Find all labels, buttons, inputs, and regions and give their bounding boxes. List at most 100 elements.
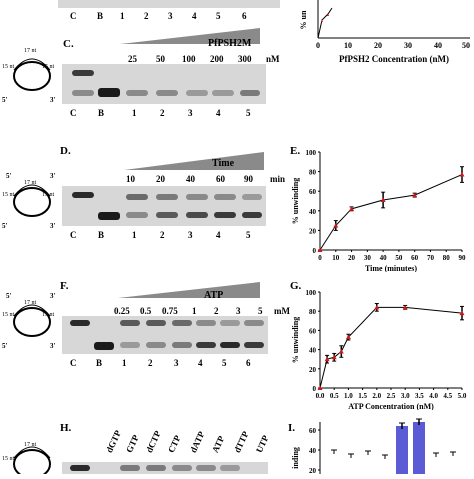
panel-e-chart: 0 10 20 30 40 50 60 70 80 90 0 20 40 60 80 100 Time (min… [291,149,466,272]
time-value: 40 [186,174,195,184]
gel-panel-f [62,316,268,354]
data-point [349,206,355,211]
x-axis-label: PfPSH2 Concentration (nM) [339,54,449,64]
panel-g-chart: 0.0 0.5 1.0 1.5 2.0 2.5 3.0 3.5 4.0 4.5 5.0 0 20 40 60… [291,289,467,410]
nt17-label: 17 nt [24,180,37,186]
panel-letter-c: C. [63,38,74,50]
conc-label: 0.5 [140,306,152,316]
lane-label: C [70,230,77,240]
x-tick-label: 30 [364,254,372,262]
prime3-label: 3' [50,172,56,180]
series-line [319,174,463,251]
x-tick-label: 3.0 [401,392,410,400]
gel-panel-d [62,186,266,226]
y-tick-label: 60 [309,188,317,196]
data-point [333,223,339,228]
lane-label: 6 [246,358,251,368]
nucleotide-label: UTP [254,433,271,455]
panel-letter-i: I. [288,422,296,434]
x-tick-label: 10 [332,254,340,262]
lane-label: 5 [246,108,251,118]
lane-label: 1 [132,108,137,118]
y-tick-label: 60 [309,327,317,335]
conc-label: 50 [156,54,165,64]
y-tick-label: 0 [313,385,317,393]
nucleotide-label: dATP [188,429,207,455]
x-tick-label: 0.5 [330,392,339,400]
prime5-label: 5' [6,292,12,300]
conc-label: 5 [258,306,263,316]
gel-panel-c [62,64,266,104]
panel-letter-f: F. [60,280,69,292]
unit-label: mM [274,306,290,316]
panel-letter-h: H. [60,422,72,434]
dna-substrate-icon: 17 nt 15 nt 15 nt 5' 3' [2,48,56,104]
nt17-label: 17 nt [24,48,37,54]
bar [396,426,408,474]
gel-panel-h [62,462,268,474]
lane-label: B [97,11,104,21]
lane-label: B [98,108,105,118]
y-tick-label: 60 [309,427,317,435]
nt15-label: 15 nt [2,64,15,70]
y-axis-label: % un [299,10,308,29]
nucleotide-labels: dGTP GTP dCTP CTP dATP ATP dTTP UTP [104,422,274,462]
prime3-label: 3' [50,292,56,300]
duplex-diagram-h: 17 nt 15 nt [2,420,58,479]
x-tick-label: 2.5 [387,392,396,400]
nt15-label: 15 nt [42,64,55,70]
x-tick-label: 1.5 [358,392,367,400]
y-tick-label: 40 [309,347,317,355]
y-tick-label: 40 [309,447,317,455]
lane-label: 3 [188,230,193,240]
prime5-label: 5' [6,172,12,180]
conc-label: 200 [210,54,224,64]
nucleotide-label: dTTP [232,429,251,455]
x-tick-label: 40 [434,41,442,50]
x-tick-label: 60 [411,254,419,262]
x-tick-label: 0 [316,41,320,50]
panel-b-chart: 0 10 20 30 40 50 PfPSH2 Concentration (n… [299,0,470,64]
panel-letter-g: G. [290,280,302,292]
x-tick-label: 0.0 [316,392,325,400]
lane-label: 2 [160,108,165,118]
lane-label: 4 [216,230,221,240]
conc-label: 25 [128,54,137,64]
nucleotide-label: dGTP [104,428,124,455]
x-tick-label: 4.0 [429,392,438,400]
conc-label: 1 [192,306,197,316]
y-axis-label: inding [291,447,300,469]
prime3-label: 3' [50,222,56,230]
nt15-label: 15 nt [42,192,55,198]
gradient-wedge-c [120,28,260,44]
conc-label: 0.75 [162,306,178,316]
protein-label: PfPSH2M [208,38,252,49]
bar [413,422,425,474]
lane-label: C [70,358,77,368]
conc-label: 3 [236,306,241,316]
prime5-label: 5' [2,342,8,350]
time-value: 60 [216,174,225,184]
x-tick-label: 1.0 [344,392,353,400]
time-value: 90 [244,174,253,184]
data-point [459,172,465,177]
lane-label: 4 [198,358,203,368]
panel-letter-d: D. [60,145,71,157]
data-point [331,354,337,360]
gradient-wedge-f [118,282,260,298]
x-tick-label: 5.0 [458,392,467,400]
lane-label: 3 [188,108,193,118]
lane-label: B [98,230,105,240]
nucleotide-label: CTP [166,433,183,455]
lane-label: 1 [132,230,137,240]
data-point [345,334,351,340]
y-axis-label: % unwinding [291,178,300,224]
x-tick-label: 50 [462,41,470,50]
x-tick-label: 3.5 [415,392,424,400]
duplex-diagram-f: 5' 3' 17 nt 15 nt 15 nt 5' 3' [2,286,58,350]
x-tick-label: 50 [395,254,403,262]
conc-label: 300 [238,54,252,64]
y-tick-label: 100 [306,149,317,157]
x-axis-label: ATP Concentration (nM) [348,402,434,410]
dna-substrate-icon: 17 nt 15 nt [2,442,51,479]
